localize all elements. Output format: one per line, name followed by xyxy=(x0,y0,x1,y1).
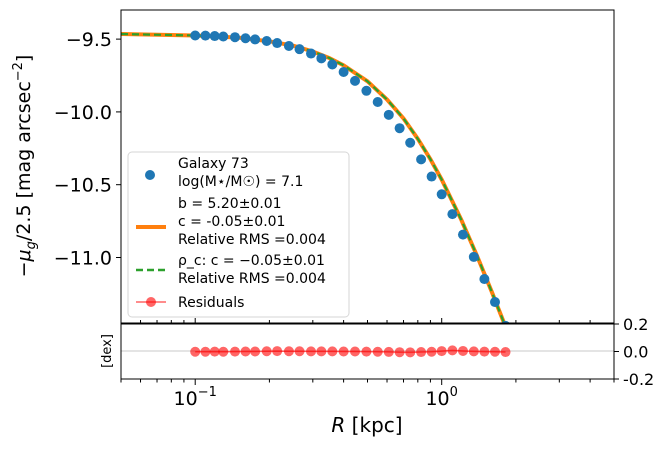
data-point xyxy=(283,40,294,51)
x-tick-label: 100 xyxy=(425,385,457,410)
legend-fit-b: b = 5.20±0.01 xyxy=(178,196,282,212)
data-point xyxy=(306,48,317,59)
residual-point xyxy=(489,346,500,357)
legend-residual-marker xyxy=(146,297,156,307)
data-point xyxy=(316,53,327,64)
legend-mass: log(M⋆/M☉) = 7.1 xyxy=(178,174,303,190)
x-tick-label: 10−1 xyxy=(174,385,217,410)
residual-point xyxy=(457,345,468,356)
data-point xyxy=(240,33,251,44)
data-point xyxy=(272,38,283,49)
residual-point xyxy=(468,346,479,357)
residual-point xyxy=(338,346,349,357)
residual-point xyxy=(350,346,361,357)
data-point xyxy=(426,171,437,182)
data-point xyxy=(209,31,220,42)
data-point xyxy=(327,59,338,70)
data-point xyxy=(361,85,372,96)
data-point xyxy=(479,274,490,285)
main-panel xyxy=(120,9,615,324)
residual-point xyxy=(436,346,447,357)
data-point xyxy=(447,209,458,220)
residual-point xyxy=(447,345,458,356)
residual-point xyxy=(306,346,317,357)
residual-point xyxy=(426,346,437,357)
data-point xyxy=(229,32,240,43)
residual-point xyxy=(294,346,305,357)
data-point xyxy=(200,30,211,41)
residual-point xyxy=(327,346,338,357)
legend-frame xyxy=(127,151,350,318)
data-point xyxy=(338,67,349,78)
residual-point xyxy=(209,346,220,357)
data-point xyxy=(190,30,201,41)
residual-point xyxy=(272,346,283,357)
x-axis-label: R [kpc] xyxy=(331,413,402,437)
residual-point xyxy=(394,347,405,358)
data-point xyxy=(261,36,272,47)
data-point xyxy=(394,123,405,134)
residual-point xyxy=(361,346,372,357)
residual-tick-label: 0.0 xyxy=(623,343,648,362)
residual-point xyxy=(200,346,211,357)
residual-point xyxy=(283,346,294,357)
residual-point xyxy=(240,346,251,357)
residual-point xyxy=(229,346,240,357)
y-tick-label: −11.0 xyxy=(54,247,112,269)
data-point xyxy=(383,109,394,120)
residual-y-axis-label: [dex] xyxy=(100,334,115,368)
data-point xyxy=(294,44,305,55)
legend-rho-rms: Relative RMS =0.004 xyxy=(178,271,326,287)
residual-point xyxy=(316,346,327,357)
data-point xyxy=(350,75,361,86)
data-point xyxy=(372,97,383,108)
residual-tick-label: 0.2 xyxy=(623,315,648,334)
residual-point xyxy=(261,346,272,357)
residual-point xyxy=(383,346,394,357)
y-tick-label: −10.0 xyxy=(54,102,112,124)
residual-tick-label: -0.2 xyxy=(623,370,654,389)
data-point xyxy=(436,189,447,200)
data-point xyxy=(501,320,510,323)
legend-residuals: Residuals xyxy=(178,295,244,311)
y-tick-label: −10.5 xyxy=(54,175,112,197)
residual-point xyxy=(372,346,383,357)
residual-point xyxy=(416,347,427,358)
data-point xyxy=(468,251,479,262)
legend-rho-c: ρ_c: c = −0.05±0.01 xyxy=(178,253,325,269)
y-axis-label: −μg/2.5 [mag arcsec−2] xyxy=(11,55,39,278)
residual-point xyxy=(218,346,229,357)
residual-panel xyxy=(120,323,615,380)
residual-point xyxy=(190,346,201,357)
data-point xyxy=(405,137,416,148)
data-point xyxy=(250,34,261,45)
legend-galaxy: Galaxy 73 xyxy=(178,156,249,172)
legend-fit-rms: Relative RMS =0.004 xyxy=(178,232,326,248)
residual-point xyxy=(250,346,261,357)
residual-point xyxy=(405,347,416,358)
data-point xyxy=(489,297,500,308)
residual-point xyxy=(500,347,511,358)
y-tick-label: −9.5 xyxy=(66,29,112,51)
residual-point xyxy=(479,346,490,357)
legend-data-marker xyxy=(145,170,155,180)
data-point xyxy=(218,31,229,42)
data-point xyxy=(416,154,427,165)
data-point xyxy=(457,229,468,240)
legend-fit-c: c = -0.05±0.01 xyxy=(178,214,285,230)
legend: Galaxy 73 log(M⋆/M☉) = 7.1 b = 5.20±0.01… xyxy=(127,151,350,318)
